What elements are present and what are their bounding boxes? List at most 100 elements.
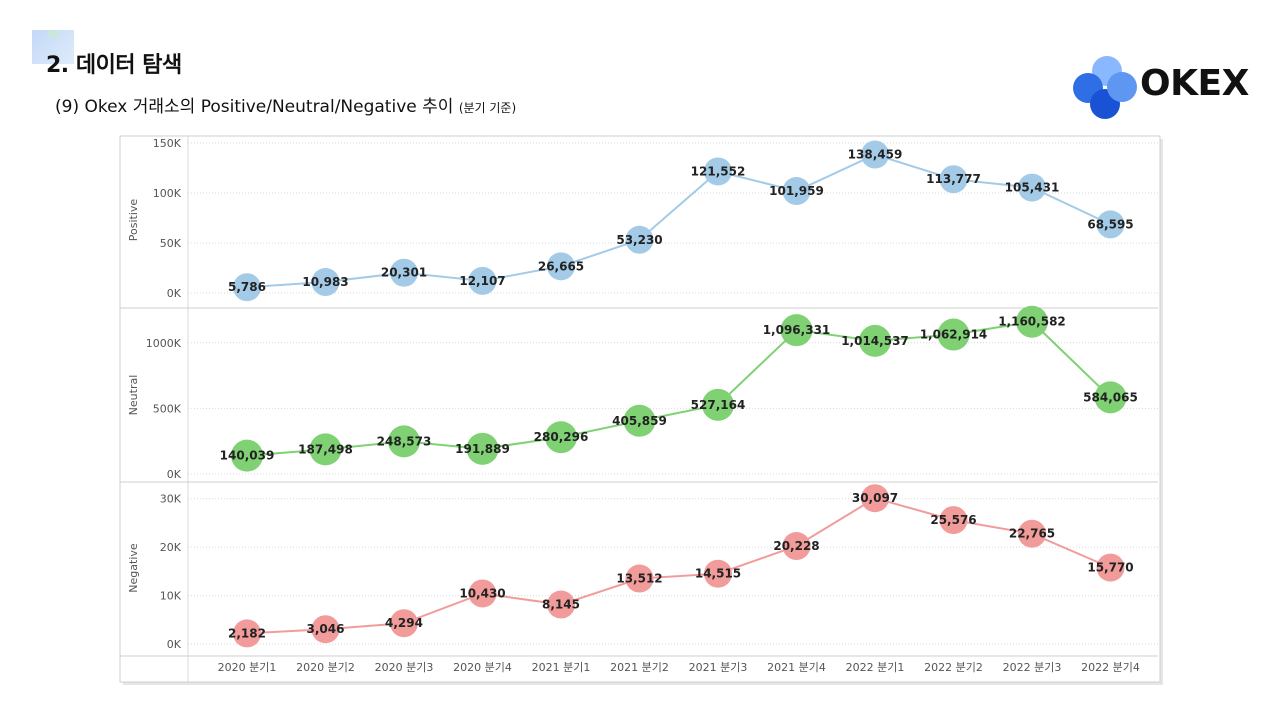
- data-label-negative: 2,182: [228, 626, 266, 640]
- data-point-positive: [233, 273, 261, 302]
- y-tick-label-negative: 20K: [160, 541, 182, 554]
- data-label-positive: 5,786: [228, 280, 266, 294]
- data-point-neutral: [859, 324, 891, 357]
- data-point-positive: [782, 177, 811, 206]
- data-point-positive: [861, 140, 889, 169]
- data-point-neutral: [231, 439, 263, 472]
- data-point-negative: [1096, 553, 1125, 582]
- chart-subtitle: (9) Okex 거래소의 Positive/Neutral/Negative …: [55, 92, 516, 117]
- y-tick-label-negative: 30K: [160, 493, 182, 506]
- data-label-neutral: 584,065: [1083, 390, 1138, 404]
- data-label-neutral: 140,039: [220, 449, 275, 463]
- x-tick-label: 2022 분기1: [846, 661, 905, 674]
- data-point-neutral: [1094, 381, 1127, 414]
- data-label-positive: 12,107: [459, 274, 505, 288]
- data-label-negative: 15,770: [1087, 561, 1133, 575]
- data-point-positive: [311, 268, 340, 297]
- data-point-positive: [625, 225, 654, 254]
- x-tick-label: 2021 분기4: [767, 661, 826, 674]
- data-label-negative: 8,145: [542, 598, 580, 612]
- data-label-negative: 10,430: [459, 586, 505, 600]
- data-label-negative: 22,765: [1009, 527, 1055, 541]
- data-label-neutral: 1,096,331: [763, 323, 831, 337]
- data-label-neutral: 405,859: [612, 414, 667, 428]
- data-point-negative: [1018, 519, 1046, 548]
- data-point-neutral: [309, 433, 342, 466]
- data-point-neutral: [388, 425, 420, 458]
- data-label-positive: 138,459: [848, 148, 903, 162]
- data-point-negative: [704, 559, 732, 588]
- y-tick-label-positive: 0K: [167, 287, 182, 300]
- x-tick-label: 2020 분기4: [453, 661, 512, 674]
- data-label-positive: 26,665: [538, 259, 584, 273]
- data-point-positive: [468, 266, 497, 295]
- data-label-neutral: 1,160,582: [998, 315, 1066, 329]
- series-label-negative: Negative: [127, 543, 140, 593]
- x-tick-label: 2022 분기3: [1003, 661, 1062, 674]
- data-point-neutral: [623, 404, 656, 437]
- data-point-positive: [390, 258, 418, 287]
- y-tick-label-neutral: 1000K: [146, 337, 182, 350]
- data-label-negative: 14,515: [695, 567, 741, 581]
- data-point-neutral: [780, 314, 813, 347]
- data-point-negative: [782, 532, 811, 561]
- data-label-positive: 105,431: [1005, 181, 1060, 195]
- data-point-neutral: [1016, 305, 1048, 338]
- data-point-negative: [311, 615, 340, 644]
- data-point-neutral: [702, 388, 734, 421]
- logo-dot-right: [1107, 72, 1137, 102]
- page-title: 2. 데이터 탐색: [46, 53, 182, 78]
- x-tick-label: 2021 분기2: [610, 661, 669, 674]
- data-label-negative: 13,512: [616, 572, 662, 586]
- data-point-positive: [939, 165, 968, 194]
- decorative-accent: [48, 30, 60, 38]
- x-tick-label: 2020 분기2: [296, 661, 355, 674]
- data-label-positive: 10,983: [302, 275, 348, 289]
- data-point-neutral: [466, 432, 499, 465]
- x-tick-label: 2020 분기1: [218, 661, 277, 674]
- data-label-positive: 101,959: [769, 184, 824, 198]
- x-tick-label: 2021 분기1: [532, 661, 591, 674]
- data-label-negative: 3,046: [307, 622, 345, 636]
- y-tick-label-negative: 0K: [167, 638, 182, 651]
- y-tick-label-positive: 50K: [160, 237, 182, 250]
- data-point-positive: [704, 157, 732, 186]
- data-label-positive: 53,230: [616, 233, 662, 247]
- data-label-negative: 30,097: [852, 491, 898, 505]
- data-point-neutral: [937, 318, 970, 351]
- data-label-negative: 4,294: [385, 616, 423, 630]
- logo-text: OKEX: [1140, 63, 1249, 104]
- data-point-negative: [547, 590, 575, 619]
- data-label-neutral: 187,498: [298, 442, 353, 456]
- subtitle-main: (9) Okex 거래소의 Positive/Neutral/Negative …: [55, 97, 454, 117]
- data-label-positive: 20,301: [381, 266, 427, 280]
- data-label-positive: 121,552: [691, 164, 746, 178]
- data-point-negative: [233, 619, 261, 648]
- data-point-negative: [468, 579, 497, 608]
- data-label-negative: 20,228: [773, 539, 819, 553]
- data-label-neutral: 191,889: [455, 442, 510, 456]
- x-tick-label: 2022 분기2: [924, 661, 983, 674]
- subtitle-basis: (분기 기준): [458, 101, 517, 115]
- data-point-negative: [390, 609, 418, 638]
- data-label-neutral: 1,062,914: [920, 328, 988, 342]
- data-label-positive: 68,595: [1087, 217, 1133, 231]
- data-label-neutral: 527,164: [691, 398, 746, 412]
- x-tick-label: 2020 분기3: [375, 661, 434, 674]
- y-tick-label-neutral: 0K: [167, 468, 182, 481]
- data-label-negative: 25,576: [930, 513, 976, 527]
- data-point-neutral: [545, 421, 577, 454]
- data-label-neutral: 280,296: [534, 430, 589, 444]
- data-point-positive: [547, 252, 575, 281]
- y-tick-label-positive: 100K: [153, 187, 182, 200]
- data-label-positive: 113,777: [926, 172, 981, 186]
- data-label-neutral: 1,014,537: [841, 334, 909, 348]
- x-tick-label: 2021 분기3: [689, 661, 748, 674]
- series-label-neutral: Neutral: [127, 375, 140, 416]
- y-tick-label-positive: 150K: [153, 137, 182, 150]
- series-label-positive: Positive: [127, 199, 140, 242]
- data-point-negative: [861, 484, 889, 513]
- data-label-neutral: 248,573: [377, 434, 432, 448]
- y-tick-label-negative: 10K: [160, 590, 182, 603]
